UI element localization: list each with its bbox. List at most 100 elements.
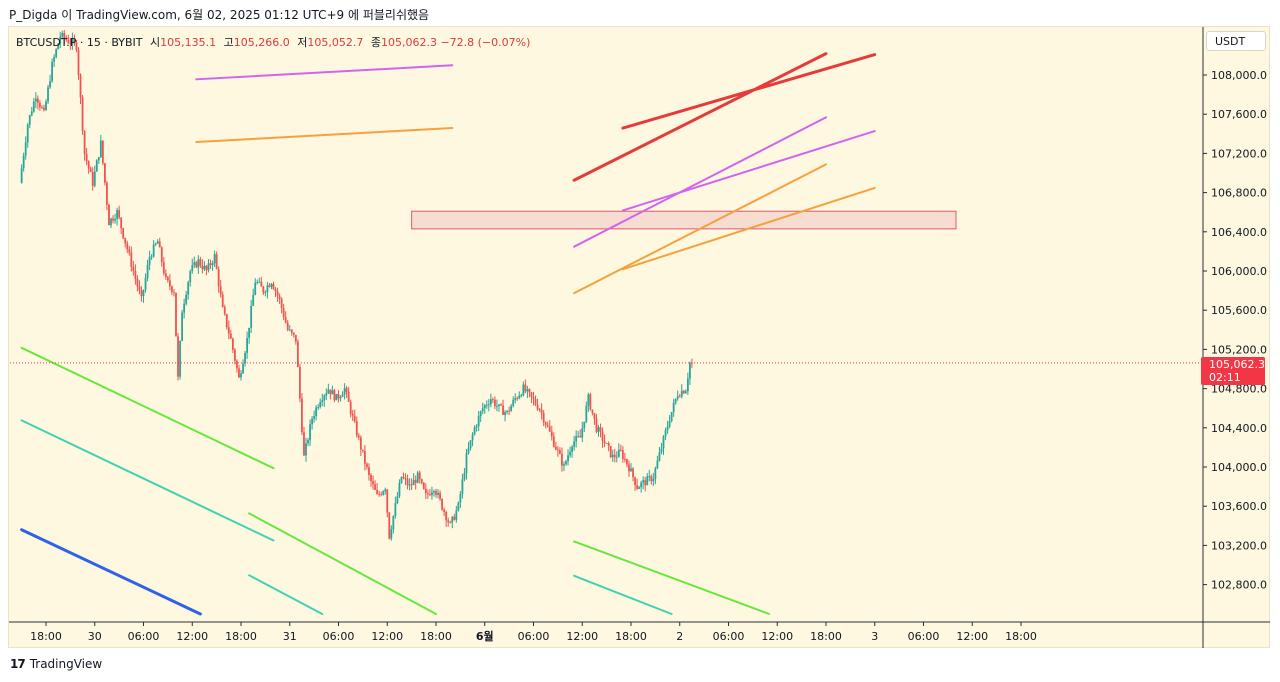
candle-body [162,262,165,274]
candle-body [274,289,277,292]
candle-body [587,394,590,406]
trendline-13 [573,540,771,615]
candle-body [449,522,452,523]
candle-body [108,204,110,226]
candle-body [410,484,413,486]
candle-body [528,389,531,393]
candle-body [626,459,628,465]
symbol-name[interactable]: BTCUSDT.P · 15 · BYBIT [16,36,143,49]
open-label: 시 [150,36,161,49]
candle-body [445,511,448,521]
time-tick-label: 18:00 [810,630,842,643]
candle-body [654,468,657,479]
candle-body [455,510,458,520]
candle-body [101,140,104,164]
candles [20,29,693,541]
time-tick-label: 06:00 [908,630,940,643]
candle-body [292,332,295,335]
candle-body [130,252,133,267]
time-tick-label: 30 [88,630,102,643]
candle-body [384,489,387,492]
time-tick-label: 06:00 [713,630,745,643]
candle-body [544,422,547,426]
candle-body [424,488,427,494]
candle-body [65,38,68,40]
candle-body [416,472,419,483]
candle-body [138,286,141,291]
candle-body [638,487,641,489]
candle-body [353,415,356,422]
candle-body [426,493,429,495]
candle-body [28,115,31,125]
candle-body [392,515,395,530]
candle-body [238,368,240,378]
currency-button[interactable]: USDT [1206,31,1266,51]
candle-body [347,391,350,402]
candle-body [483,405,486,409]
candle-body [569,451,571,456]
candle-body [246,338,248,354]
candle-body [179,340,181,377]
candle-body [262,286,265,293]
candle-body [589,394,592,410]
candle-body [556,449,559,451]
tradingview-logo[interactable]: 17 TradingView [10,657,102,671]
candle-body [280,298,283,309]
candle-body [441,498,443,510]
time-tick-label: 12:00 [176,630,208,643]
candle-body [227,327,230,334]
candle-body [465,453,468,473]
candle-body [429,494,431,496]
candle-body [382,491,385,495]
trendline-1 [195,127,454,144]
candle-body [124,237,127,244]
candle-body [51,61,53,82]
candle-body [548,426,551,432]
candle-body [313,416,316,419]
candle-body [217,268,220,287]
candle-body [236,360,238,369]
candle-body [351,413,354,416]
change-value: −72.8 (−0.07%) [440,36,531,49]
candle-body [617,449,620,457]
candle-body [420,479,423,483]
candle-body [469,440,472,449]
candle-body [380,494,383,496]
candle-body [91,171,94,186]
candle-body [656,460,659,469]
price-axis: 108,000.0 107,600.0 107,200.0 106,800.0 106,… [1203,69,1267,592]
candle-body [240,373,242,378]
candle-body [191,265,194,272]
candle-body [229,333,232,339]
last-price-value: 105,062.3 [1209,358,1265,371]
candle-body [335,394,338,401]
candle-body [97,157,100,161]
high-value: 105,266.0 [233,36,290,49]
candle-body [463,472,466,480]
candle-body [315,407,318,417]
candle-body [181,312,183,341]
candle-body [185,294,188,304]
candle-body [532,396,535,400]
candle-body [122,228,125,238]
candle-body [195,262,198,268]
candle-body [552,436,555,447]
candle-body [242,363,244,374]
candle-body [258,281,261,283]
candle-body [45,101,47,110]
price-tick-label: 107,200.0 [1211,147,1267,160]
time-tick-label: 3 [871,630,878,643]
candle-body [327,389,330,394]
candle-body [433,490,435,493]
candle-body [209,263,212,266]
candle-body [189,271,192,283]
candle-body [20,168,23,183]
candle-body [150,256,153,258]
candle-body [203,265,206,270]
trendline-14 [573,574,673,615]
candle-body [77,49,80,76]
candle-body [563,464,565,466]
candle-body [650,476,653,482]
chart-area[interactable] [8,26,1270,648]
